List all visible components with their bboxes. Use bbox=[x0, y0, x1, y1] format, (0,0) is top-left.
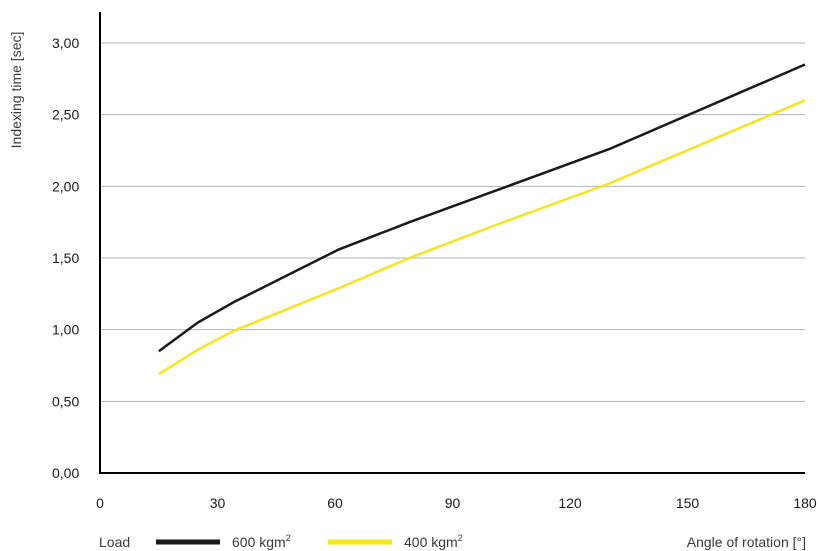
x-tick-labels: 0 30 60 90 120 150 180 bbox=[96, 495, 817, 511]
x-tick-label: 30 bbox=[210, 495, 226, 511]
y-tick-label: 2,50 bbox=[52, 107, 79, 123]
y-axis-label: Indexing time [sec] bbox=[8, 32, 24, 149]
legend: Load 600 kgm2 400 kgm2 bbox=[99, 533, 463, 550]
x-tick-label: 120 bbox=[558, 495, 582, 511]
axes bbox=[99, 12, 805, 474]
y-tick-label: 0,00 bbox=[52, 465, 79, 481]
y-tick-label: 0,50 bbox=[52, 393, 79, 409]
legend-title: Load bbox=[99, 534, 130, 550]
y-tick-label: 2,00 bbox=[52, 178, 79, 194]
y-tick-label: 1,00 bbox=[52, 322, 79, 338]
series-line-400-kgm2 bbox=[158, 99, 806, 376]
series-lines bbox=[158, 63, 806, 376]
x-tick-label: 0 bbox=[96, 495, 104, 511]
y-tick-labels: 0,00 0,50 1,00 1,50 2,00 2,50 3,00 bbox=[52, 35, 79, 481]
series-line-600-kgm2 bbox=[158, 63, 806, 353]
y-tick-label: 1,50 bbox=[52, 250, 79, 266]
gridlines bbox=[100, 42, 805, 402]
y-tick-label: 3,00 bbox=[52, 35, 79, 51]
x-tick-label: 90 bbox=[445, 495, 461, 511]
legend-label-600: 600 kgm2 bbox=[232, 533, 291, 550]
legend-label-400: 400 kgm2 bbox=[404, 533, 463, 550]
x-tick-label: 60 bbox=[327, 495, 343, 511]
x-tick-label: 150 bbox=[676, 495, 700, 511]
x-tick-label: 180 bbox=[793, 495, 817, 511]
x-axis-label: Angle of rotation [°] bbox=[687, 534, 806, 550]
